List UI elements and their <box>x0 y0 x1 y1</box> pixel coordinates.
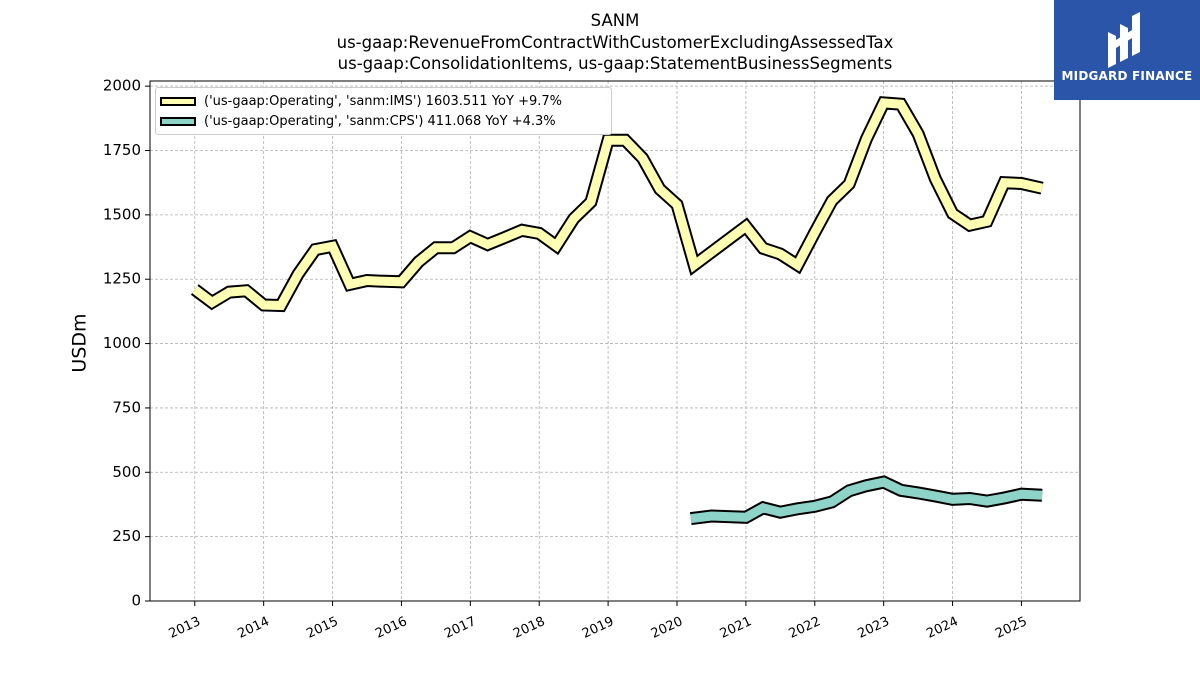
axis-ticks: 0 250 500 750 1000 1250 1500 1750 2000 2013 2014 20… <box>103 77 1030 642</box>
series-lines <box>190 96 1044 526</box>
y-tick-label: 2000 <box>103 77 141 95</box>
midgard-finance-logo: MIDGARD FINANCE <box>1054 0 1200 100</box>
x-tick-label: 2015 <box>304 614 340 642</box>
y-axis-label: USDm <box>69 313 91 372</box>
legend-swatch-cps <box>160 116 196 126</box>
chart-subtitle-axes: us-gaap:ConsolidationItems, us-gaap:Stat… <box>337 54 893 73</box>
series-line-1 <box>690 477 1043 524</box>
y-tick-label: 750 <box>112 398 141 416</box>
legend-label-ims: ('us-gaap:Operating', 'sanm:IMS') 1603.5… <box>204 93 562 109</box>
x-tick-label: 2019 <box>580 614 616 642</box>
y-tick-label: 1000 <box>103 334 141 352</box>
series-line-0 <box>192 98 1044 311</box>
legend-item-cps: ('us-gaap:Operating', 'sanm:CPS') 411.06… <box>160 111 556 131</box>
chart-subtitle-concept: us-gaap:RevenueFromContractWithCustomerE… <box>336 32 894 52</box>
legend-item-ims: ('us-gaap:Operating', 'sanm:IMS') 1603.5… <box>160 91 562 111</box>
chart-title: SANM <box>590 11 640 30</box>
x-tick-label: 2025 <box>993 614 1029 642</box>
x-tick-label: 2023 <box>856 614 892 642</box>
y-tick-label: 1750 <box>103 141 141 159</box>
y-tick-label: 1500 <box>103 205 141 223</box>
midgard-m-logo-icon <box>1108 12 1140 68</box>
y-tick-label: 500 <box>112 463 141 481</box>
y-tick-label: 0 <box>131 592 141 610</box>
x-tick-label: 2021 <box>718 614 754 642</box>
x-tick-label: 2022 <box>787 614 823 642</box>
plot-area-frame <box>149 80 1081 602</box>
legend-swatch-ims <box>160 96 196 106</box>
x-tick-label: 2017 <box>442 614 478 642</box>
chart-legend: ('us-gaap:Operating', 'sanm:IMS') 1603.5… <box>155 87 612 135</box>
y-tick-label: 250 <box>112 527 141 545</box>
chart-title-block: SANM us-gaap:RevenueFromContractWithCust… <box>150 10 1080 75</box>
logo-text: MIDGARD FINANCE <box>1061 69 1193 83</box>
x-tick-label: 2020 <box>649 614 685 642</box>
x-tick-label: 2014 <box>236 614 272 642</box>
grid-lines <box>150 81 1080 602</box>
y-tick-label: 1250 <box>103 270 141 288</box>
x-tick-label: 2024 <box>924 614 960 642</box>
x-tick-label: 2018 <box>511 614 547 642</box>
x-tick-label: 2013 <box>167 614 203 642</box>
x-tick-label: 2016 <box>373 614 409 642</box>
legend-label-cps: ('us-gaap:Operating', 'sanm:CPS') 411.06… <box>204 113 556 129</box>
